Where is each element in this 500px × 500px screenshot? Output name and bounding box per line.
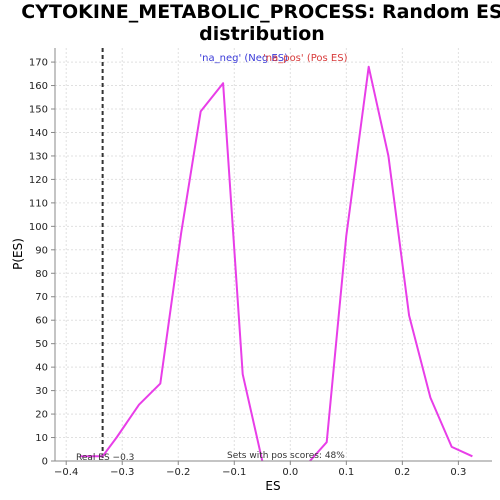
y-tick-label: 80	[35, 269, 48, 280]
y-tick-label: 100	[29, 222, 48, 233]
y-tick-label: 140	[29, 128, 48, 139]
axes: 0 10 20 30 40 50 60 70 80 90 100 110 120 130 140 150 160…	[29, 48, 492, 478]
y-tick-label: 50	[35, 339, 48, 350]
grid	[55, 48, 492, 462]
y-tick-label: 0	[42, 457, 48, 468]
y-tick-label: 30	[35, 386, 48, 397]
y-tick-label: 10	[35, 433, 48, 444]
x-tick-label: −0.2	[166, 467, 190, 478]
x-axis-label: ES	[265, 479, 280, 493]
plot-area	[55, 48, 492, 461]
x-tick-label: −0.4	[54, 467, 78, 478]
x-tick-label: 0.3	[450, 467, 466, 478]
series-neg-line	[80, 82, 264, 462]
series-pos-line	[309, 65, 473, 462]
x-tick-label: 0.2	[394, 467, 410, 478]
y-tick-label: 20	[35, 410, 48, 421]
series-layer	[80, 65, 473, 462]
chart-title-line2: distribution	[199, 23, 325, 45]
x-tick-label: 0.1	[338, 467, 354, 478]
y-tick-label: 160	[29, 81, 48, 92]
pos-scores-annotation: Sets with pos scores: 48%	[227, 451, 345, 461]
y-tick-label: 120	[29, 175, 48, 186]
real-es-label: Real ES −0.3	[76, 453, 134, 463]
y-tick-label: 60	[35, 316, 48, 327]
y-tick-label: 110	[29, 198, 48, 209]
y-tick-label: 70	[35, 292, 48, 303]
x-tick-label: −0.3	[110, 467, 134, 478]
x-tick-label: 0.0	[282, 467, 298, 478]
chart-title-line1: CYTOKINE_METABOLIC_PROCESS: Random ES	[21, 1, 500, 23]
y-tick-label: 40	[35, 363, 48, 374]
y-tick-label: 150	[29, 105, 48, 116]
y-tick-label: 130	[29, 151, 48, 162]
y-tick-label: 90	[35, 245, 48, 256]
legend-neg: 'na_neg' (Neg ES)	[199, 53, 288, 64]
legend-pos: 'na_pos' (Pos ES)	[263, 53, 348, 64]
y-tick-label: 170	[29, 58, 48, 69]
x-tick-label: −0.1	[222, 467, 246, 478]
y-axis-label: P(ES)	[11, 238, 25, 270]
